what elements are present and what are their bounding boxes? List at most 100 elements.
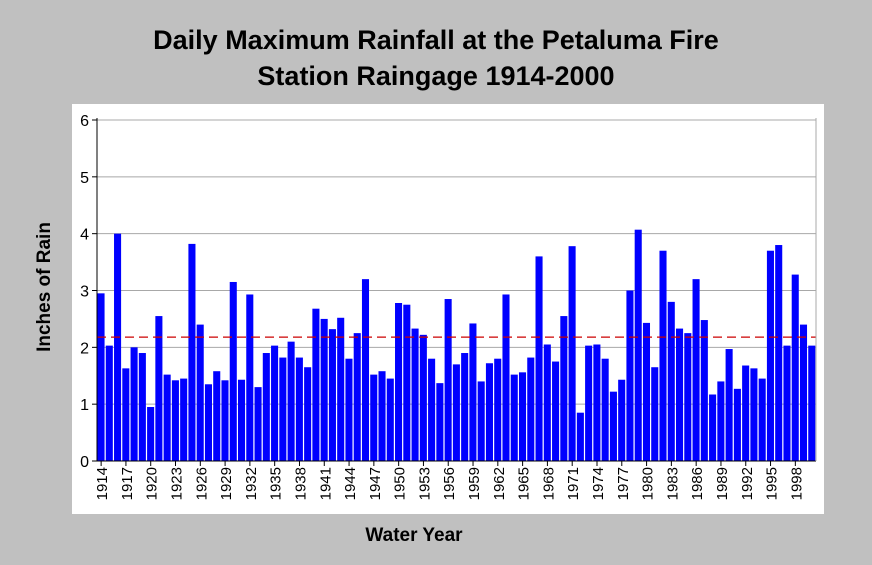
- bar-1967: [535, 256, 543, 461]
- bar-1964: [510, 374, 518, 461]
- x-tick-label: 1971: [565, 467, 582, 500]
- bar-1949: [386, 378, 394, 461]
- bar-1976: [609, 391, 617, 461]
- x-tick-label: 1986: [689, 467, 706, 500]
- bar-1995: [766, 250, 774, 461]
- x-tick-label: 1932: [243, 467, 260, 500]
- bar-1928: [213, 371, 221, 461]
- bar-1930: [229, 281, 237, 461]
- x-tick-label: 1989: [714, 467, 731, 500]
- x-tick-label: 1926: [193, 467, 210, 500]
- bar-1990: [725, 349, 733, 461]
- bar-1970: [560, 316, 568, 461]
- bar-1962: [494, 358, 502, 461]
- y-tick-label: 4: [80, 227, 89, 244]
- bar-1983: [667, 301, 675, 461]
- bar-1948: [378, 371, 386, 461]
- bar-1929: [221, 380, 229, 461]
- x-tick-label: 1953: [416, 467, 433, 500]
- bar-1987: [700, 320, 708, 461]
- x-tick-label: 1968: [540, 467, 557, 500]
- bar-1939: [304, 367, 312, 461]
- y-tick-label: 3: [80, 284, 89, 301]
- bar-1925: [188, 243, 196, 461]
- x-tick-label: 1914: [94, 467, 111, 500]
- bar-1943: [337, 317, 345, 461]
- bar-1986: [692, 279, 700, 461]
- chart-title-line-1: Daily Maximum Rainfall at the Petaluma F…: [153, 25, 719, 55]
- x-tick-label: 1917: [119, 467, 136, 500]
- bar-1934: [262, 353, 270, 461]
- y-tick-label: 0: [80, 454, 89, 471]
- bar-1917: [122, 368, 130, 461]
- x-tick-label: 1923: [169, 467, 186, 500]
- bar-1938: [295, 357, 303, 461]
- bar-1923: [171, 380, 179, 461]
- bar-1957: [452, 364, 460, 461]
- x-tick-label: 1929: [218, 467, 235, 500]
- bar-1920: [147, 407, 155, 461]
- x-tick-label: 1920: [144, 467, 161, 500]
- bar-1988: [709, 394, 717, 461]
- bar-1965: [518, 372, 527, 461]
- bar-1994: [758, 378, 766, 461]
- bar-1960: [477, 381, 485, 461]
- bar-1974: [593, 344, 601, 461]
- x-tick-label: 1959: [466, 467, 483, 500]
- bar-1924: [180, 378, 188, 461]
- bar-1946: [361, 279, 370, 461]
- bar-1936: [279, 357, 287, 461]
- chart-title-line-2: Station Raingage 1914-2000: [257, 61, 615, 91]
- bar-1991: [733, 388, 741, 461]
- bar-1969: [552, 361, 560, 461]
- bar-1982: [659, 250, 667, 461]
- bar-1998: [791, 274, 799, 461]
- bar-1996: [775, 245, 783, 461]
- bar-1947: [370, 374, 378, 461]
- x-tick-label: 1998: [788, 467, 805, 500]
- chart-title: Daily Maximum Rainfall at the Petaluma F…: [0, 22, 872, 94]
- y-tick-label: 1: [80, 397, 89, 414]
- x-tick-label: 1995: [764, 467, 781, 500]
- bar-1992: [742, 365, 750, 461]
- bar-1951: [403, 304, 411, 461]
- bar-1952: [411, 328, 419, 461]
- bar-1933: [254, 387, 262, 461]
- bar-1921: [155, 316, 163, 461]
- bar-1975: [601, 358, 609, 461]
- x-axis-label: Water Year: [365, 525, 463, 546]
- bar-1971: [568, 246, 576, 461]
- x-tick-label: 1941: [317, 467, 334, 500]
- bar-1989: [717, 381, 725, 461]
- bar-1954: [428, 358, 436, 461]
- bar-1966: [527, 357, 535, 461]
- bar-1959: [469, 323, 477, 461]
- bar-1937: [287, 341, 295, 461]
- x-tick-labels: 1914 1917 1920 1923 1926 1929 1932 1935 1938 1941…: [94, 467, 805, 500]
- bar-1916: [114, 233, 122, 461]
- bar-1985: [684, 333, 692, 461]
- bar-1981: [651, 367, 659, 461]
- bar-1914: [97, 293, 105, 461]
- bar-1931: [237, 379, 246, 461]
- x-tick-label: 1977: [615, 467, 632, 500]
- x-tick-label: 1965: [516, 467, 533, 500]
- x-tick-label: 1956: [441, 467, 458, 500]
- bar-1950: [395, 303, 403, 461]
- x-tick-label: 1974: [590, 467, 607, 500]
- bar-1955: [436, 383, 444, 461]
- x-tick-label: 1962: [491, 467, 508, 500]
- bar-1977: [618, 379, 626, 461]
- bar-1979: [634, 229, 642, 461]
- bar-1932: [246, 294, 254, 461]
- bar-1935: [271, 345, 279, 461]
- bar-1953: [419, 334, 427, 461]
- x-tick-label: 1980: [640, 467, 657, 500]
- bar-1972: [576, 412, 584, 461]
- x-tick-label: 1950: [392, 467, 409, 500]
- bar-1968: [543, 344, 551, 461]
- bar-1941: [320, 318, 328, 461]
- bar-1993: [750, 368, 758, 461]
